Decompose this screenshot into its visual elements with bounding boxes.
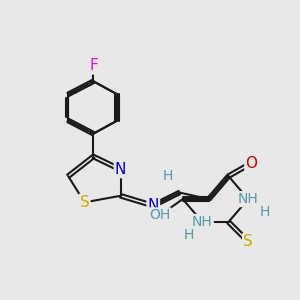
Text: F: F — [89, 58, 98, 74]
Text: H: H — [163, 169, 173, 183]
Text: S: S — [80, 195, 89, 210]
Text: H: H — [184, 228, 194, 242]
Text: S: S — [243, 234, 253, 249]
Text: NH: NH — [192, 215, 213, 229]
Text: NH: NH — [238, 192, 259, 206]
Text: OH: OH — [149, 208, 170, 222]
Text: H: H — [259, 205, 270, 219]
Text: O: O — [245, 156, 257, 171]
Text: N: N — [148, 198, 159, 213]
Text: N: N — [115, 162, 126, 177]
